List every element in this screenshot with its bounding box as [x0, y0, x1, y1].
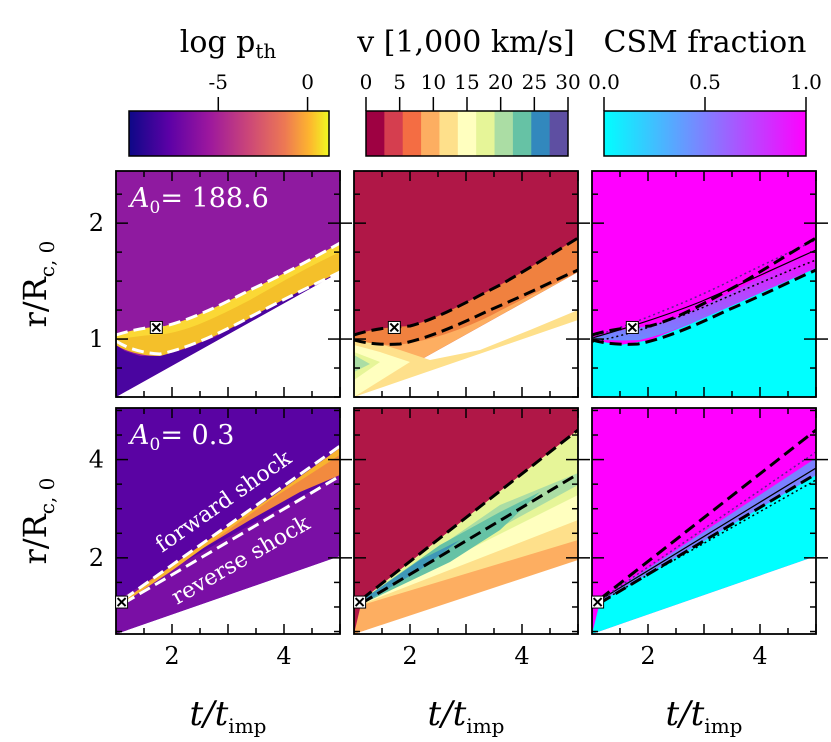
panel-bottom-middle	[354, 408, 578, 634]
y-tick-label: 2	[89, 209, 104, 237]
colorbar-tick-label: 25	[522, 70, 547, 94]
param-label-top: A0= 188.6	[127, 183, 269, 218]
x-tick-label: 4	[752, 642, 767, 670]
shocked-shell	[124, 455, 340, 602]
colorbar-velocity-block	[421, 111, 440, 156]
colorbar-tick-label: 0	[301, 70, 314, 94]
param-label-bottom: A0= 0.3	[127, 420, 234, 455]
panel-bottom-right	[592, 408, 816, 634]
panel-bottom-left	[116, 408, 340, 634]
colorbar-tick-label: 30	[555, 70, 580, 94]
colorbar-velocity-block	[512, 111, 532, 156]
colorbar-pressure: -5 0	[128, 70, 330, 157]
forward-shock-line	[354, 236, 578, 337]
colorbar-velocity-block	[476, 111, 496, 156]
x-tick-label: 4	[276, 642, 291, 670]
colorbar-tick-label: 15	[454, 70, 479, 94]
y-tick-label: 1	[89, 325, 104, 353]
colorbar-velocity-block	[384, 111, 404, 156]
panel-top-right	[592, 171, 816, 397]
colorbar-tick-label: 10	[421, 70, 446, 94]
colorbar-tick-label: 5	[393, 70, 406, 94]
colorbar-csm-gradient	[603, 110, 807, 157]
axes: 1 2 2 4 2 4 2 4 2 4	[89, 171, 828, 670]
forward-shock-line	[123, 444, 340, 601]
colorbar-tick-label: 0	[360, 70, 373, 94]
y-tick-label: 4	[89, 446, 104, 474]
colorbar-tick-label: 0.5	[689, 70, 721, 94]
ylabel-bottom: r/Rc, 0	[16, 478, 59, 565]
colorbar-tick-label: 0.0	[588, 70, 620, 94]
colorbar-csm: 0.0 0.5 1.0	[588, 70, 822, 157]
ylabel-top: r/Rc, 0	[16, 241, 59, 328]
reverse-shock-line	[354, 268, 578, 346]
colorbar-tick-label: 1.0	[790, 70, 822, 94]
panel-top-left	[116, 171, 340, 397]
forward-shock-line	[116, 241, 340, 337]
xlabel-middle: t/timp	[428, 694, 505, 738]
reverse-shock-line	[361, 472, 578, 605]
reverse-shock-line	[599, 472, 816, 605]
forward-shock-line	[361, 428, 578, 601]
colorbar-velocity-block	[549, 111, 569, 156]
x-tick-label: 2	[640, 642, 655, 670]
x-tick-label: 2	[402, 642, 417, 670]
xlabel-left: t/timp	[190, 694, 267, 738]
reverse-shock-line	[123, 474, 340, 605]
colorbar-label-velocity: v [1,000 km/s]	[356, 25, 574, 60]
x-tick-label: 2	[164, 642, 179, 670]
xlabel-right: t/timp	[666, 694, 743, 738]
colorbar-velocity: 0 5 10 15 20 25 30	[360, 70, 581, 157]
colorbar-label-csm: CSM fraction	[604, 25, 807, 60]
colorbar-tick-label: 20	[488, 70, 513, 94]
forward-shock-line	[599, 428, 816, 601]
colorbar-velocity-block	[457, 111, 477, 156]
x-tick-label: 4	[514, 642, 529, 670]
colorbar-velocity-block	[366, 111, 385, 156]
reverse-shock-line	[116, 270, 340, 356]
colorbar-velocity-block	[439, 111, 459, 156]
ejecta-region	[116, 272, 340, 397]
colorbar-pressure-gradient	[128, 110, 330, 157]
colorbar-tick-label: -5	[209, 70, 228, 94]
colorbar-velocity-block	[402, 111, 422, 156]
colorbar-velocity-block	[494, 111, 514, 156]
panel-top-middle	[354, 171, 578, 397]
reverse-shock-line	[592, 268, 816, 346]
colorbar-label-pressure: log pth	[180, 25, 277, 63]
colorbar-velocity-block	[531, 111, 551, 156]
y-tick-label: 2	[89, 544, 104, 572]
